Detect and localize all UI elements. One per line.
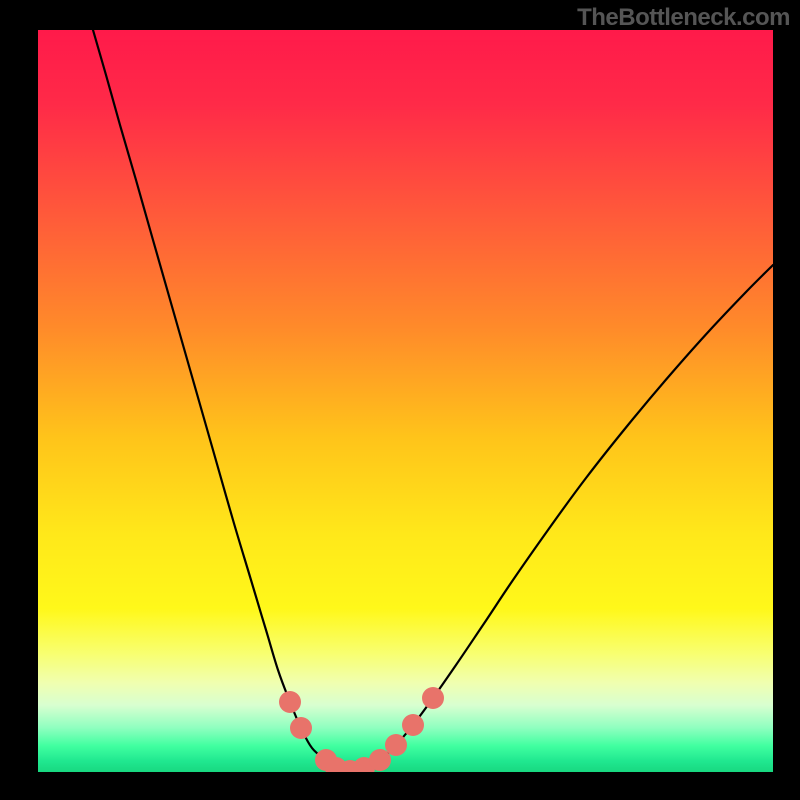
marker-point [290,717,312,739]
curve-right [350,265,773,771]
marker-point [369,749,391,771]
watermark-text: TheBottleneck.com [577,4,790,32]
marker-point [402,714,424,736]
marker-point [422,687,444,709]
chart-root: TheBottleneck.com [0,0,800,800]
curves-svg [38,30,773,772]
marker-point [385,734,407,756]
curve-left [93,30,350,771]
plot-area [38,30,773,772]
marker-point [279,691,301,713]
